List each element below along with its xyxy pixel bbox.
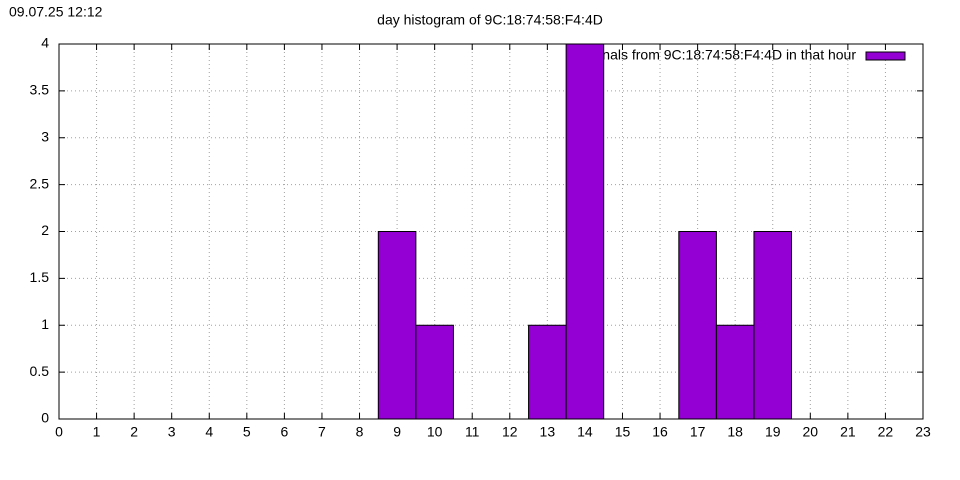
x-tick-label: 4 xyxy=(205,424,213,440)
x-tick-label: 19 xyxy=(765,424,781,440)
y-tick-label: 1 xyxy=(41,316,49,332)
x-tick-label: 15 xyxy=(615,424,631,440)
x-tick-label: 3 xyxy=(168,424,176,440)
x-tick-label: 17 xyxy=(690,424,706,440)
x-tick-label: 23 xyxy=(915,424,931,440)
x-tick-label: 14 xyxy=(577,424,593,440)
x-tick-label: 7 xyxy=(318,424,326,440)
legend-swatch xyxy=(865,51,906,61)
bar xyxy=(753,231,793,420)
bar xyxy=(528,324,567,420)
y-tick-label: 4 xyxy=(41,35,49,51)
x-tick-label: 10 xyxy=(427,424,443,440)
bar xyxy=(565,43,605,420)
bar xyxy=(415,324,454,420)
x-tick-label: 21 xyxy=(840,424,856,440)
bar xyxy=(678,231,717,420)
x-tick-label: 12 xyxy=(502,424,518,440)
y-tick-label: 3 xyxy=(41,128,49,144)
x-tick-label: 22 xyxy=(878,424,894,440)
x-tick-label: 6 xyxy=(280,424,288,440)
y-tick-label: 2.5 xyxy=(30,175,50,191)
x-tick-label: 11 xyxy=(465,424,480,440)
y-tick-label: 3.5 xyxy=(30,82,50,98)
x-tick-label: 20 xyxy=(803,424,819,440)
x-tick-label: 16 xyxy=(652,424,668,440)
plot-frame xyxy=(58,43,924,420)
y-tick-label: 0.5 xyxy=(30,363,50,379)
y-tick-label: 2 xyxy=(41,222,49,238)
y-tick-label: 0 xyxy=(41,410,49,426)
x-tick-label: 13 xyxy=(540,424,556,440)
x-tick-label: 9 xyxy=(393,424,401,440)
bar xyxy=(715,324,755,420)
timestamp: 09.07.25 12:12 xyxy=(9,4,103,20)
x-tick-label: 1 xyxy=(93,424,101,440)
y-tick-label: 1.5 xyxy=(30,269,50,285)
bar xyxy=(377,231,417,420)
chart-title: day histogram of 9C:18:74:58:F4:4D xyxy=(377,12,603,28)
x-tick-label: 2 xyxy=(130,424,138,440)
x-tick-label: 18 xyxy=(727,424,743,440)
x-tick-label: 8 xyxy=(356,424,364,440)
x-tick-label: 0 xyxy=(55,424,63,440)
x-tick-label: 5 xyxy=(243,424,251,440)
legend-label: signals from 9C:18:74:58:F4:4D in that h… xyxy=(584,47,856,63)
